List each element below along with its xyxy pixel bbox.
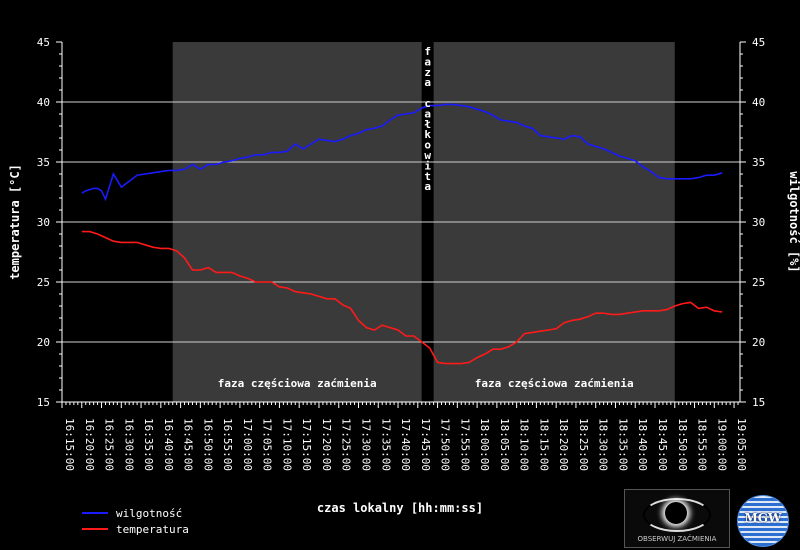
legend-label-temperatura: temperatura	[116, 522, 189, 536]
x-tick-label: 17:05:00	[261, 418, 274, 471]
phase-label-total-char: k	[424, 128, 431, 141]
globe-logo-icon: MGW	[737, 495, 789, 547]
x-tick-label: 17:15:00	[300, 418, 313, 471]
x-tick-label: 17:40:00	[399, 418, 412, 471]
legend: wilgotność temperatura	[82, 505, 189, 537]
x-tick-label: 18:10:00	[518, 418, 531, 471]
grid-lines	[62, 101, 740, 343]
x-tick-label: 16:55:00	[221, 418, 234, 471]
phase-label-total-char: ł	[424, 118, 431, 131]
eye-outline	[643, 498, 711, 532]
globe-logo-text: MGW	[744, 511, 782, 525]
x-tick-label: 17:25:00	[340, 418, 353, 471]
axes	[56, 41, 746, 408]
x-tick-label: 17:45:00	[419, 418, 432, 471]
phase-label-total-char: a	[424, 55, 431, 68]
x-tick-label: 17:10:00	[280, 418, 293, 471]
x-tick-label: 19:05:00	[735, 418, 748, 471]
y-tick-label-right: 45	[752, 36, 765, 49]
y-tick-label-right: 20	[752, 336, 765, 349]
y-tick-label-left: 45	[37, 36, 50, 49]
x-tick-label: 16:40:00	[162, 418, 175, 471]
x-tick-label: 18:40:00	[636, 418, 649, 471]
phase-label-partial: faza częściowa zaćmienia	[475, 377, 634, 390]
legend-item-wilgotnosc: wilgotność	[82, 505, 189, 521]
legend-swatch-wilgotnosc	[82, 512, 108, 514]
y-tick-label-right: 25	[752, 276, 765, 289]
x-tick-label: 18:00:00	[478, 418, 491, 471]
x-tick-label: 17:20:00	[320, 418, 333, 471]
x-axis-title: czas lokalny [hh:mm:ss]	[317, 501, 483, 515]
x-tick-label: 16:20:00	[83, 418, 96, 471]
phase-label-total-char: o	[424, 139, 431, 152]
phase-label-total-char: z	[424, 66, 431, 79]
x-tick-label: 16:50:00	[201, 418, 214, 471]
x-tick-label: 18:20:00	[557, 418, 570, 471]
series-line-temperatura	[81, 230, 723, 365]
x-tick-label: 16:30:00	[122, 418, 135, 471]
phase-label-total-char: a	[424, 180, 431, 193]
phase-label-total-char: c	[424, 97, 431, 110]
tick-labels: 15 15 20 20 25 25 30 30 35 35 40 40 45 45 16:15:00 16:2…	[37, 36, 766, 471]
phase-label-total-char: t	[424, 170, 431, 183]
x-tick-label: 18:05:00	[498, 418, 511, 471]
y-tick-label-left: 35	[37, 156, 50, 169]
x-tick-label: 17:55:00	[458, 418, 471, 471]
x-tick-label: 17:50:00	[439, 418, 452, 471]
x-tick-label: 16:35:00	[142, 418, 155, 471]
y-tick-label-left: 30	[37, 216, 50, 229]
y-axis-title-right: wilgotność [%]	[787, 171, 800, 272]
y-tick-label-right: 40	[752, 96, 765, 109]
eclipse-pupil	[665, 502, 687, 524]
x-tick-label: 18:50:00	[676, 418, 689, 471]
phase-label-total-char: w	[424, 149, 431, 162]
y-tick-label-right: 15	[752, 396, 765, 409]
phase-label-total-char: a	[424, 107, 431, 120]
series-line-wilgotnosc	[81, 103, 723, 202]
x-tick-label: 18:55:00	[696, 418, 709, 471]
x-tick-label: 18:25:00	[577, 418, 590, 471]
eclipse-logo-text: OBSERWUJ ZAĆMIENIA	[637, 535, 717, 543]
y-tick-label-left: 20	[37, 336, 50, 349]
eclipse-eye-logo-icon: OBSERWUJ ZAĆMIENIA	[624, 489, 730, 548]
phase-label-total-char: f	[424, 45, 431, 58]
y-axis-title-left: temperatura [°C]	[8, 164, 22, 280]
y-tick-label-right: 35	[752, 156, 765, 169]
x-tick-label: 18:15:00	[537, 418, 550, 471]
x-tick-label: 19:00:00	[715, 418, 728, 471]
series-lines	[81, 103, 723, 365]
phase-label-total-char: i	[424, 159, 431, 172]
y-tick-label-right: 30	[752, 216, 765, 229]
y-tick-label-left: 25	[37, 276, 50, 289]
x-tick-label: 18:45:00	[656, 418, 669, 471]
x-tick-label: 17:00:00	[241, 418, 254, 471]
x-tick-label: 17:30:00	[360, 418, 373, 471]
x-tick-label: 18:35:00	[616, 418, 629, 471]
y-tick-label-left: 15	[37, 396, 50, 409]
phase-label-total-char: a	[424, 76, 431, 89]
legend-swatch-temperatura	[82, 528, 108, 530]
x-tick-label: 18:30:00	[597, 418, 610, 471]
y-tick-label-left: 40	[37, 96, 50, 109]
x-tick-label: 16:45:00	[182, 418, 195, 471]
legend-label-wilgotnosc: wilgotność	[116, 506, 183, 520]
x-tick-label: 16:15:00	[63, 418, 76, 471]
phase-label-partial: faza częściowa zaćmienia	[218, 377, 377, 390]
x-tick-label: 16:25:00	[103, 418, 116, 471]
legend-item-temperatura: temperatura	[82, 521, 189, 537]
x-tick-label: 17:35:00	[379, 418, 392, 471]
